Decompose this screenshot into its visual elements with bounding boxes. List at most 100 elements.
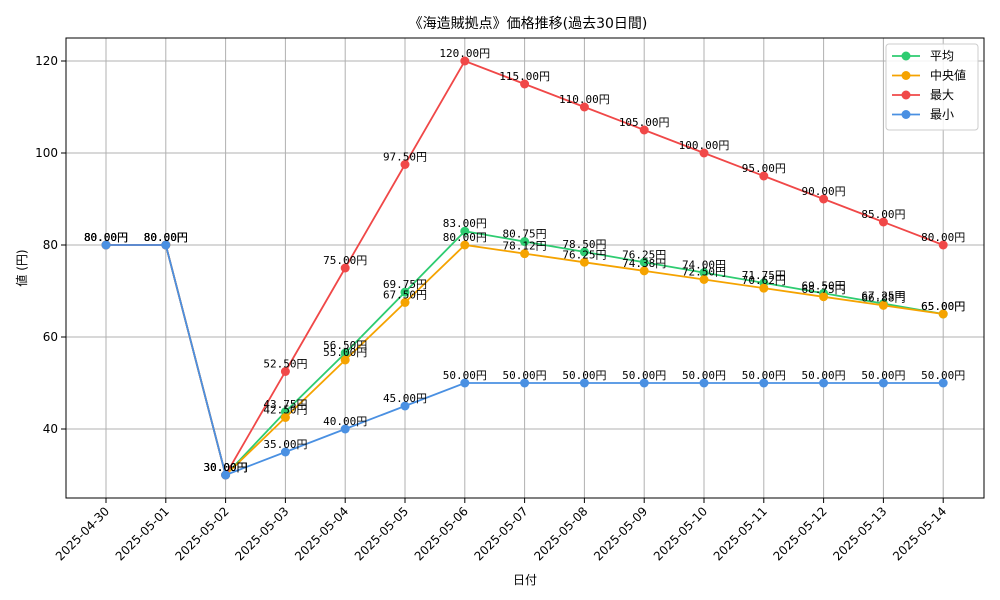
data-label: 65.00円: [921, 300, 965, 313]
data-point-1: [520, 249, 530, 259]
x-tick-label: 2025-05-12: [771, 504, 830, 563]
data-label: 50.00円: [503, 369, 547, 382]
data-label: 66.88円: [861, 291, 905, 304]
data-point-3: [280, 447, 290, 457]
data-point-2: [938, 240, 948, 250]
data-label: 105.00円: [619, 116, 670, 129]
data-point-3: [101, 240, 111, 250]
x-tick-label: 2025-05-08: [531, 504, 590, 563]
x-tick-label: 2025-05-03: [232, 504, 291, 563]
data-label: 67.50円: [383, 289, 427, 302]
data-point-3: [340, 424, 350, 434]
data-label: 85.00円: [861, 208, 905, 221]
data-point-2: [400, 160, 410, 169]
data-label: 100.00円: [679, 139, 730, 152]
data-point-2: [579, 102, 589, 112]
data-point-0: [699, 268, 709, 278]
data-label: 70.62円: [742, 274, 786, 287]
data-point-1: [938, 309, 948, 319]
data-point-2: [280, 367, 290, 376]
data-label: 80.00円: [84, 231, 128, 244]
data-point-2: [759, 171, 769, 181]
data-point-0: [520, 237, 530, 247]
y-tick-label: 120: [35, 54, 58, 68]
data-label: 80.00円: [921, 231, 965, 244]
x-tick-label: 2025-05-04: [292, 504, 351, 563]
data-point-2: [340, 263, 350, 273]
data-label: 42.50円: [263, 404, 307, 417]
data-label: 74.00円: [682, 259, 726, 272]
x-tick-label: 2025-05-05: [352, 504, 411, 563]
data-label: 120.00円: [439, 47, 490, 60]
data-point-1: [579, 257, 589, 267]
data-label: 67.25円: [861, 290, 905, 303]
data-label: 80.00円: [144, 231, 188, 244]
data-label: 50.00円: [562, 369, 606, 382]
data-point-3: [400, 401, 410, 411]
data-label: 55.00円: [323, 346, 367, 359]
x-tick-label: 2025-05-14: [890, 504, 949, 563]
data-point-1: [699, 275, 709, 284]
data-label: 110.00円: [559, 93, 610, 106]
legend-label: 平均: [930, 49, 954, 63]
data-point-3: [579, 378, 589, 388]
data-point-3: [759, 378, 769, 388]
legend-swatch-marker: [901, 71, 911, 80]
data-label: 95.00円: [742, 162, 786, 175]
data-label: 80.00円: [443, 231, 487, 244]
data-label: 56.50円: [323, 339, 367, 352]
data-point-3: [460, 378, 470, 388]
data-label: 115.00円: [499, 70, 550, 83]
data-label: 83.00円: [443, 217, 487, 230]
data-point-1: [280, 413, 290, 422]
data-point-3: [161, 240, 171, 250]
data-point-0: [400, 287, 410, 297]
data-point-1: [759, 283, 769, 293]
data-label: 40.00円: [323, 415, 367, 428]
data-point-3: [639, 378, 649, 388]
data-point-0: [340, 348, 350, 358]
data-point-3: [878, 378, 888, 388]
data-label: 69.75円: [383, 278, 427, 291]
data-point-3: [221, 470, 231, 480]
data-point-3: [938, 378, 948, 388]
data-point-1: [400, 298, 410, 307]
data-point-2: [639, 125, 649, 135]
data-label: 78.12円: [503, 240, 547, 253]
data-label: 80.00円: [84, 231, 128, 244]
data-point-2: [520, 79, 530, 89]
data-label: 50.00円: [802, 369, 846, 382]
data-label: 76.25円: [622, 248, 666, 261]
legend-label: 最小: [930, 108, 954, 122]
data-label: 90.00円: [802, 185, 846, 198]
chart-title: 《海造賊拠点》価格推移(過去30日間): [409, 16, 648, 32]
data-point-2: [878, 217, 888, 227]
data-point-1: [639, 266, 649, 276]
data-label: 50.00円: [861, 369, 905, 382]
y-tick-label: 40: [43, 422, 58, 436]
data-label: 68.75円: [802, 283, 846, 296]
legend-box: [885, 43, 979, 131]
data-point-1: [878, 300, 888, 310]
x-tick-label: 2025-05-09: [591, 504, 650, 563]
data-point-3: [699, 378, 709, 388]
data-label: 43.75円: [263, 398, 307, 411]
data-point-0: [639, 257, 649, 267]
y-tick-label: 100: [35, 146, 58, 160]
data-label: 50.00円: [742, 369, 786, 382]
data-point-1: [340, 355, 350, 365]
data-label: 80.00円: [84, 231, 128, 244]
data-label: 30.00円: [204, 461, 248, 474]
data-point-3: [520, 378, 530, 388]
y-tick-label: 60: [43, 330, 58, 344]
data-label: 97.50円: [383, 151, 427, 164]
data-label: 74.38円: [622, 257, 666, 270]
data-label: 78.50円: [562, 238, 606, 251]
data-label: 30.00円: [204, 461, 248, 474]
y-axis-label: 値 (円): [14, 249, 29, 286]
data-label: 30.00円: [204, 461, 248, 474]
data-point-2: [699, 148, 709, 158]
data-label: 50.00円: [443, 369, 487, 382]
